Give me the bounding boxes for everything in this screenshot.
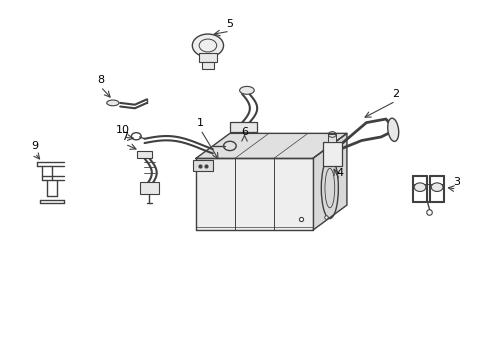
Polygon shape	[197, 45, 218, 53]
Text: 1: 1	[197, 118, 203, 128]
Polygon shape	[312, 134, 346, 230]
Bar	[199, 53, 216, 62]
Ellipse shape	[106, 100, 119, 106]
Polygon shape	[195, 134, 346, 158]
Text: 7: 7	[121, 132, 128, 142]
Circle shape	[430, 183, 442, 192]
Text: 3: 3	[452, 177, 459, 187]
Text: 10: 10	[115, 125, 129, 135]
Bar	[322, 142, 341, 166]
Text: 4: 4	[335, 168, 343, 178]
Bar	[193, 160, 212, 171]
Polygon shape	[195, 158, 312, 230]
Bar	[229, 122, 256, 132]
Bar	[140, 182, 159, 194]
Text: 5: 5	[226, 19, 233, 30]
Ellipse shape	[387, 118, 398, 141]
Text: 6: 6	[241, 127, 247, 137]
Text: 9: 9	[31, 141, 39, 151]
Bar	[328, 134, 335, 142]
Circle shape	[413, 183, 425, 192]
Bar	[201, 62, 214, 69]
Ellipse shape	[239, 86, 254, 94]
Text: 8: 8	[97, 75, 104, 85]
Circle shape	[192, 34, 223, 57]
Bar	[137, 150, 152, 158]
Text: 2: 2	[391, 89, 398, 99]
